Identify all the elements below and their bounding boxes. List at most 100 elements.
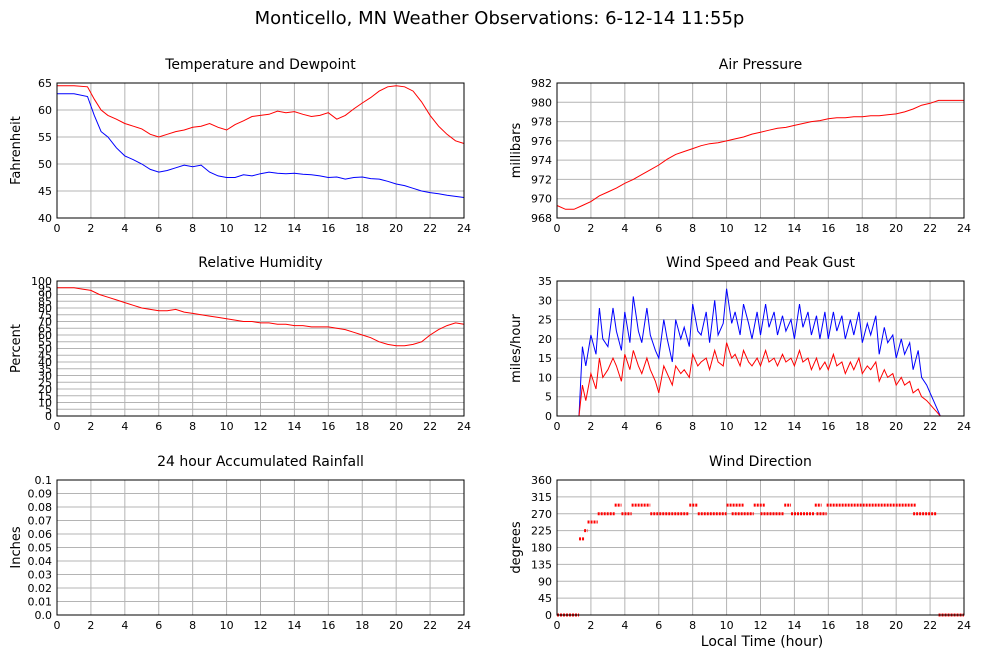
y-tick-label: 40 — [38, 356, 52, 369]
y-tick-label: 0.04 — [28, 555, 53, 568]
x-tick-label: 8 — [689, 420, 696, 433]
x-tick-label: 22 — [923, 619, 937, 632]
plot-frame — [56, 280, 465, 417]
y-tick-label: 5 — [45, 403, 52, 416]
y-tick-label: 50 — [38, 158, 52, 171]
x-tick-label: 0 — [554, 420, 561, 433]
x-tick-label: 2 — [587, 420, 594, 433]
y-tick-label: 70 — [38, 316, 52, 329]
y-tick-label: 0.0 — [35, 609, 53, 622]
y-tick-label: 968 — [531, 212, 552, 225]
y-tick-label: 100 — [31, 275, 52, 288]
x-tick-label: 8 — [689, 222, 696, 235]
x-tick-label: 4 — [621, 420, 628, 433]
x-tick-label: 12 — [254, 619, 268, 632]
y-tick-label: 0.02 — [28, 582, 53, 595]
x-tick-label: 24 — [957, 222, 971, 235]
x-tick-label: 16 — [821, 222, 835, 235]
x-tick-label: 8 — [189, 420, 196, 433]
series-line-0 — [557, 288, 964, 417]
x-tick-label: 24 — [457, 420, 471, 433]
chart-title: 24 hour Accumulated Rainfall — [157, 454, 364, 470]
y-tick-label: 60 — [38, 329, 52, 342]
y-tick-label: 976 — [531, 135, 552, 148]
x-tick-label: 0 — [554, 619, 561, 632]
x-tick-label: 2 — [587, 222, 594, 235]
plot-frame — [56, 82, 465, 219]
x-tick-label: 10 — [220, 222, 234, 235]
x-tick-label: 12 — [754, 619, 768, 632]
y-tick-label: 30 — [38, 370, 52, 383]
x-tick-label: 14 — [287, 619, 301, 632]
y-tick-label: 180 — [531, 542, 552, 555]
y-tick-label: 0.08 — [28, 501, 53, 514]
x-tick-label: 20 — [889, 619, 903, 632]
y-tick-label: 978 — [531, 116, 552, 129]
plot-frame — [556, 479, 965, 616]
x-tick-label: 22 — [923, 222, 937, 235]
x-tick-label: 6 — [655, 222, 662, 235]
y-tick-label: 20 — [538, 333, 552, 346]
x-tick-label: 24 — [457, 222, 471, 235]
x-tick-label: 20 — [889, 420, 903, 433]
y-tick-label: 10 — [38, 397, 52, 410]
x-tick-label: 12 — [754, 420, 768, 433]
x-tick-label: 14 — [787, 619, 801, 632]
x-tick-label: 4 — [621, 619, 628, 632]
y-axis-label: Percent — [9, 324, 24, 373]
y-axis-label: millibars — [509, 123, 524, 179]
x-tick-label: 0 — [54, 619, 61, 632]
y-tick-label: 0.07 — [28, 515, 53, 528]
x-tick-label: 10 — [220, 619, 234, 632]
y-tick-label: 315 — [531, 491, 552, 504]
x-tick-label: 4 — [121, 420, 128, 433]
x-tick-label: 22 — [423, 619, 437, 632]
x-tick-label: 10 — [720, 222, 734, 235]
x-tick-label: 12 — [254, 420, 268, 433]
x-tick-label: 24 — [457, 619, 471, 632]
series-line-1 — [57, 93, 465, 198]
chart-title: Air Pressure — [719, 57, 802, 73]
chart-title: Relative Humidity — [198, 255, 322, 271]
x-tick-label: 14 — [287, 420, 301, 433]
y-tick-label: 15 — [38, 390, 52, 403]
y-axis-label: miles/hour — [509, 313, 524, 382]
y-tick-label: 15 — [538, 352, 552, 365]
x-tick-label: 2 — [587, 619, 594, 632]
y-tick-label: 90 — [38, 289, 52, 302]
x-tick-label: 16 — [321, 619, 335, 632]
x-tick-label: 0 — [54, 222, 61, 235]
x-tick-label: 22 — [423, 420, 437, 433]
y-tick-label: 65 — [38, 77, 52, 90]
chart-title: Wind Speed and Peak Gust — [666, 255, 855, 271]
y-tick-label: 20 — [38, 383, 52, 396]
y-tick-label: 225 — [531, 525, 552, 538]
x-tick-label: 0 — [554, 222, 561, 235]
y-axis-label: Inches — [9, 526, 24, 568]
x-tick-label: 18 — [355, 619, 369, 632]
series-line-1 — [557, 342, 964, 417]
y-tick-label: 35 — [38, 363, 52, 376]
chart-title: Wind Direction — [709, 454, 812, 470]
y-tick-label: 982 — [531, 77, 552, 90]
x-tick-label: 16 — [321, 222, 335, 235]
y-tick-label: 35 — [538, 275, 552, 288]
y-tick-label: 270 — [531, 508, 552, 521]
y-tick-label: 0 — [45, 410, 52, 423]
x-tick-label: 8 — [189, 619, 196, 632]
y-tick-label: 0.01 — [28, 596, 53, 609]
plot-frame — [56, 479, 465, 616]
x-tick-label: 6 — [155, 619, 162, 632]
x-tick-label: 16 — [321, 420, 335, 433]
y-tick-label: 55 — [38, 336, 52, 349]
x-tick-label: 12 — [254, 222, 268, 235]
x-tick-label: 2 — [87, 619, 94, 632]
x-tick-label: 8 — [189, 222, 196, 235]
y-tick-label: 60 — [38, 104, 52, 117]
y-tick-label: 45 — [38, 349, 52, 362]
